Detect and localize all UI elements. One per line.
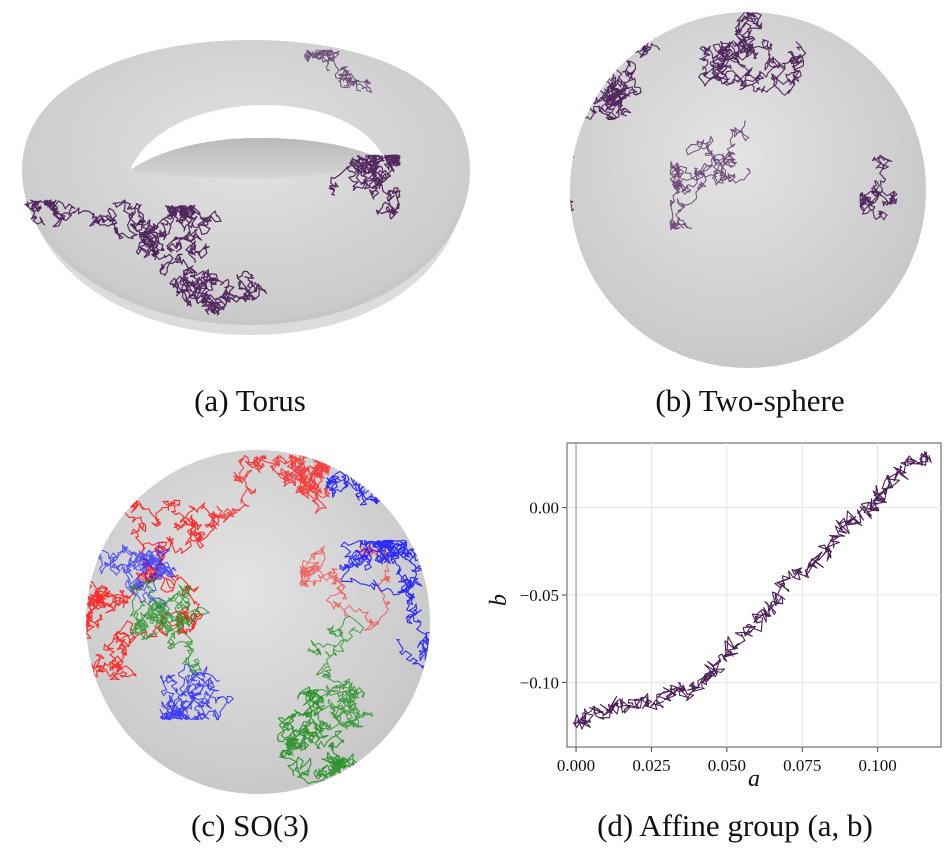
brownian-path-segment <box>339 539 430 681</box>
y-axis-label: b <box>486 594 512 606</box>
series-layer <box>572 451 932 730</box>
brownian-path-segment <box>570 12 669 121</box>
x-axis-ticks: 0.000 0.025 0.050 0.075 0.100 <box>557 747 897 775</box>
brownian-path-segment <box>277 686 401 794</box>
torus-render <box>22 40 470 335</box>
brownian-path-segment <box>24 199 219 307</box>
y-tick-label: −0.05 <box>520 586 559 605</box>
x-tick-label: 0.100 <box>859 756 897 775</box>
brownian-path-segment <box>669 120 751 230</box>
x-tick-label: 0.000 <box>557 756 595 775</box>
panel-affine-group: 0.000 0.025 0.050 0.075 0.100 0.00 −0.05 −0.10… <box>470 440 950 810</box>
x-tick-label: 0.025 <box>632 756 670 775</box>
y-axis-ticks: 0.00 −0.05 −0.10 <box>520 499 567 692</box>
affine-chart: 0.000 0.025 0.050 0.075 0.100 0.00 −0.05 −0.10… <box>486 442 942 792</box>
caption-d: (d) Affine group (a, b) <box>597 808 873 843</box>
panel-torus <box>0 0 480 380</box>
brownian-path-segment <box>303 615 373 731</box>
y-tick-label: −0.10 <box>520 673 559 692</box>
panel-so3 <box>70 440 450 810</box>
torus-hole <box>130 105 385 170</box>
x-axis-label: a <box>748 766 760 792</box>
brownian-path-segment <box>216 454 331 523</box>
brownian-path-segment <box>159 663 234 721</box>
torus-hole-inner-wall <box>130 138 385 178</box>
x-tick-label: 0.050 <box>708 756 746 775</box>
brownian-path-segment <box>129 577 210 675</box>
torus-body <box>22 40 470 325</box>
sphere-surface <box>570 12 926 368</box>
brownian-path-segment <box>198 270 268 316</box>
caption-b: (b) Two-sphere <box>655 383 845 418</box>
brownian-path-segment <box>304 49 373 93</box>
brownian-path-segment <box>86 499 220 681</box>
series-line-brownian-path <box>572 451 932 730</box>
brownian-path-segment <box>135 204 222 263</box>
torus-brownian-path <box>24 49 401 316</box>
so3-render <box>86 450 430 794</box>
torus-lower-rim <box>25 185 466 335</box>
brownian-path-segment <box>328 154 401 220</box>
brownian-path-segment <box>698 12 807 96</box>
y-tick-label: 0.00 <box>529 499 559 518</box>
caption-a: (a) Torus <box>194 383 306 418</box>
panel-two-sphere <box>540 0 950 380</box>
sphere-brownian-path <box>570 12 898 230</box>
brownian-path-segment <box>859 154 898 221</box>
grid-lines <box>567 443 941 747</box>
sphere-render <box>570 12 926 368</box>
caption-c: (c) SO(3) <box>191 808 309 843</box>
x-tick-label: 0.075 <box>783 756 821 775</box>
